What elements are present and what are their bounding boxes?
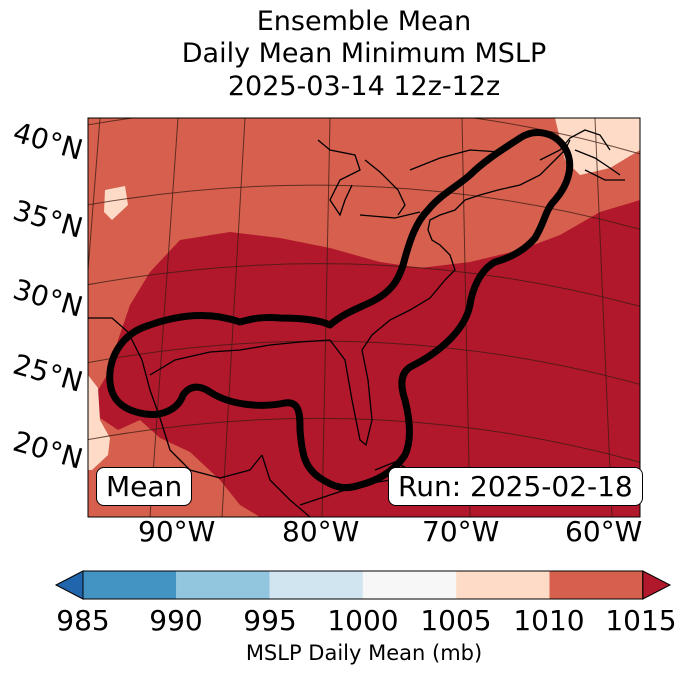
colorbar-segment-990-995 (176, 571, 270, 599)
colorbar-tick-1015: 1015 (605, 604, 677, 637)
graticule-latitude (88, 118, 640, 463)
colorbar-tick-985: 985 (56, 604, 110, 637)
colorbar-tick-1010: 1010 (513, 604, 585, 637)
mslp-field-1010-1015 (95, 200, 640, 517)
map-border (87, 117, 641, 518)
colorbar-extend-high (642, 570, 672, 600)
lon-label-70: 70°W (422, 515, 500, 548)
colorbar-tick-990: 990 (149, 604, 203, 637)
colorbar-extend-low (54, 570, 84, 600)
title-line-3: 2025-03-14 12z-12z (227, 71, 501, 102)
colorbar-segment-995-1000 (269, 571, 363, 599)
title-line-2: Daily Mean Minimum MSLP (181, 38, 547, 69)
mslp-field-1000-1005-west (88, 375, 110, 470)
lon-label-80: 80°W (282, 515, 360, 548)
colorbar-tick-1005: 1005 (420, 604, 492, 637)
low-pressure-contour (106, 129, 574, 492)
lon-label-90: 90°W (138, 515, 216, 548)
mslp-field-1000-1005-ne (555, 118, 640, 175)
lon-label-60: 60°W (565, 515, 643, 548)
colorbar-segment-1010-1015 (549, 571, 643, 599)
colorbar-segment-1005-1010 (456, 571, 550, 599)
colorbar-label: MSLP Daily Mean (mb) (245, 641, 483, 665)
colorbar-tick-995: 995 (243, 604, 297, 637)
mslp-field-1000-1005-north (104, 186, 128, 220)
colorbar-segment-1000-1005 (362, 571, 457, 599)
map-area (88, 118, 640, 517)
coastlines (88, 129, 625, 517)
colorbar (54, 570, 672, 600)
mean-label-box: Mean (96, 467, 193, 506)
run-date-box: Run: 2025-02-18 (388, 467, 643, 506)
colorbar-segment-985-990 (83, 571, 177, 599)
title-line-1: Ensemble Mean (256, 6, 472, 37)
colorbar-tick-1000: 1000 (327, 604, 399, 637)
